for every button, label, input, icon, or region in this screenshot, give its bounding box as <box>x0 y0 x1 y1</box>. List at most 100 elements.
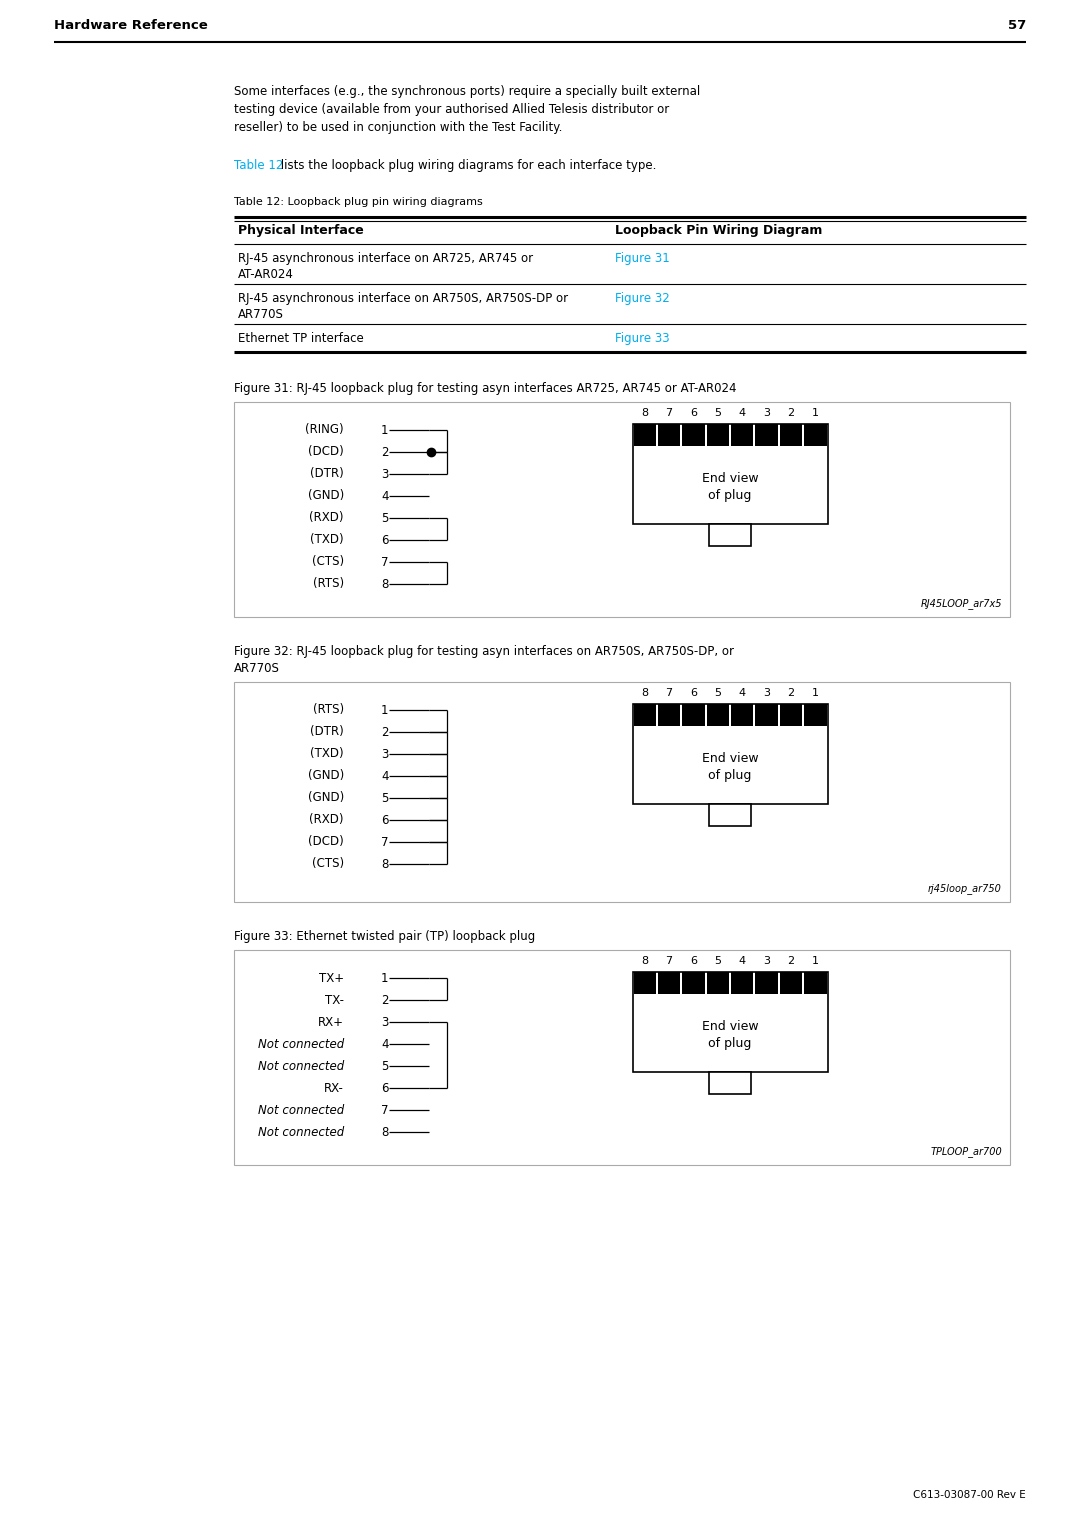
Text: Physical Interface: Physical Interface <box>238 225 364 237</box>
Text: 7: 7 <box>665 688 673 698</box>
Bar <box>683 972 704 995</box>
Bar <box>780 704 802 726</box>
Text: 3: 3 <box>764 957 770 966</box>
Bar <box>755 423 778 446</box>
Bar <box>706 704 729 726</box>
Text: 4: 4 <box>739 957 746 966</box>
Text: reseller) to be used in conjunction with the Test Facility.: reseller) to be used in conjunction with… <box>234 121 563 134</box>
Bar <box>234 681 1010 902</box>
Text: rj45loop_ar750: rj45loop_ar750 <box>928 883 1002 894</box>
Text: 2: 2 <box>787 957 795 966</box>
Text: RJ-45 asynchronous interface on AR725, AR745 or: RJ-45 asynchronous interface on AR725, A… <box>238 252 534 264</box>
Bar <box>805 972 826 995</box>
Text: 6: 6 <box>381 1082 389 1094</box>
Text: 3: 3 <box>764 408 770 419</box>
Text: Some interfaces (e.g., the synchronous ports) require a specially built external: Some interfaces (e.g., the synchronous p… <box>234 86 700 98</box>
Text: TX-: TX- <box>325 993 345 1007</box>
Bar <box>731 972 754 995</box>
Text: 3: 3 <box>381 468 389 480</box>
Text: 2: 2 <box>787 688 795 698</box>
Bar <box>805 423 826 446</box>
Bar <box>706 972 729 995</box>
Text: of plug: of plug <box>708 1038 752 1051</box>
Text: 1: 1 <box>381 423 389 437</box>
Text: C613-03087-00 Rev E: C613-03087-00 Rev E <box>914 1490 1026 1500</box>
Text: Figure 32: Figure 32 <box>615 292 670 306</box>
Text: RJ45LOOP_ar7x5: RJ45LOOP_ar7x5 <box>920 597 1002 610</box>
Text: (RXD): (RXD) <box>310 512 345 524</box>
Text: 6: 6 <box>690 408 697 419</box>
Bar <box>755 972 778 995</box>
Text: Ethernet TP interface: Ethernet TP interface <box>238 332 364 345</box>
Text: (TXD): (TXD) <box>310 533 345 547</box>
Text: AR770S: AR770S <box>238 309 284 321</box>
Text: (RING): (RING) <box>306 423 345 437</box>
Bar <box>780 972 802 995</box>
Bar <box>683 704 704 726</box>
Text: RX-: RX- <box>324 1082 345 1094</box>
Text: Figure 31: RJ-45 loopback plug for testing asyn interfaces AR725, AR745 or AT-AR: Figure 31: RJ-45 loopback plug for testi… <box>234 382 737 396</box>
Text: (CTS): (CTS) <box>312 857 345 871</box>
Text: 5: 5 <box>714 957 721 966</box>
Bar <box>633 972 827 1073</box>
Text: (RTS): (RTS) <box>313 578 345 590</box>
Text: 8: 8 <box>642 408 648 419</box>
Text: 5: 5 <box>381 792 389 805</box>
Text: (DCD): (DCD) <box>308 446 345 458</box>
Text: 7: 7 <box>665 957 673 966</box>
Text: 1: 1 <box>812 408 819 419</box>
Text: lists the loopback plug wiring diagrams for each interface type.: lists the loopback plug wiring diagrams … <box>276 159 657 173</box>
Text: 8: 8 <box>381 857 389 871</box>
Text: 4: 4 <box>739 408 746 419</box>
Text: 5: 5 <box>714 408 721 419</box>
Text: TPLOOP_ar700: TPLOOP_ar700 <box>930 1146 1002 1157</box>
Text: 2: 2 <box>381 726 389 738</box>
Bar <box>658 423 680 446</box>
Text: TX+: TX+ <box>319 972 345 984</box>
Text: testing device (available from your authorised Allied Telesis distributor or: testing device (available from your auth… <box>234 102 670 116</box>
Text: Not connected: Not connected <box>258 1059 345 1073</box>
Bar <box>708 804 751 827</box>
Text: 4: 4 <box>739 688 746 698</box>
Text: of plug: of plug <box>708 489 752 503</box>
Bar <box>234 402 1010 617</box>
Text: (GND): (GND) <box>308 489 345 503</box>
Text: Not connected: Not connected <box>258 1103 345 1117</box>
Text: 6: 6 <box>690 688 697 698</box>
Text: RJ-45 asynchronous interface on AR750S, AR750S-DP or: RJ-45 asynchronous interface on AR750S, … <box>238 292 568 306</box>
Text: 3: 3 <box>381 747 389 761</box>
Text: Table 12: Loopback plug pin wiring diagrams: Table 12: Loopback plug pin wiring diagr… <box>234 197 483 206</box>
Text: Not connected: Not connected <box>258 1126 345 1138</box>
Text: (RTS): (RTS) <box>313 703 345 717</box>
Bar <box>683 423 704 446</box>
Text: (TXD): (TXD) <box>310 747 345 761</box>
Text: 5: 5 <box>381 1059 389 1073</box>
Text: (GND): (GND) <box>308 770 345 782</box>
Text: (DTR): (DTR) <box>310 468 345 480</box>
Text: AR770S: AR770S <box>234 662 280 675</box>
Text: 1: 1 <box>381 703 389 717</box>
Text: (RXD): (RXD) <box>310 813 345 827</box>
Text: Figure 33: Ethernet twisted pair (TP) loopback plug: Figure 33: Ethernet twisted pair (TP) lo… <box>234 931 536 943</box>
Text: of plug: of plug <box>708 770 752 782</box>
Bar <box>731 423 754 446</box>
Text: 4: 4 <box>381 770 389 782</box>
Bar <box>708 1073 751 1094</box>
Text: Loopback Pin Wiring Diagram: Loopback Pin Wiring Diagram <box>615 225 822 237</box>
Text: 7: 7 <box>381 556 389 568</box>
Bar <box>805 704 826 726</box>
Text: 3: 3 <box>381 1016 389 1028</box>
Text: 5: 5 <box>381 512 389 524</box>
Text: 4: 4 <box>381 1038 389 1051</box>
Text: 2: 2 <box>381 446 389 458</box>
Text: 6: 6 <box>690 957 697 966</box>
Text: 8: 8 <box>381 578 389 590</box>
Bar <box>633 704 827 804</box>
Bar <box>634 972 656 995</box>
Bar <box>234 950 1010 1164</box>
Text: 8: 8 <box>381 1126 389 1138</box>
Text: 3: 3 <box>764 688 770 698</box>
Text: (DTR): (DTR) <box>310 726 345 738</box>
Text: Not connected: Not connected <box>258 1038 345 1051</box>
Text: 7: 7 <box>665 408 673 419</box>
